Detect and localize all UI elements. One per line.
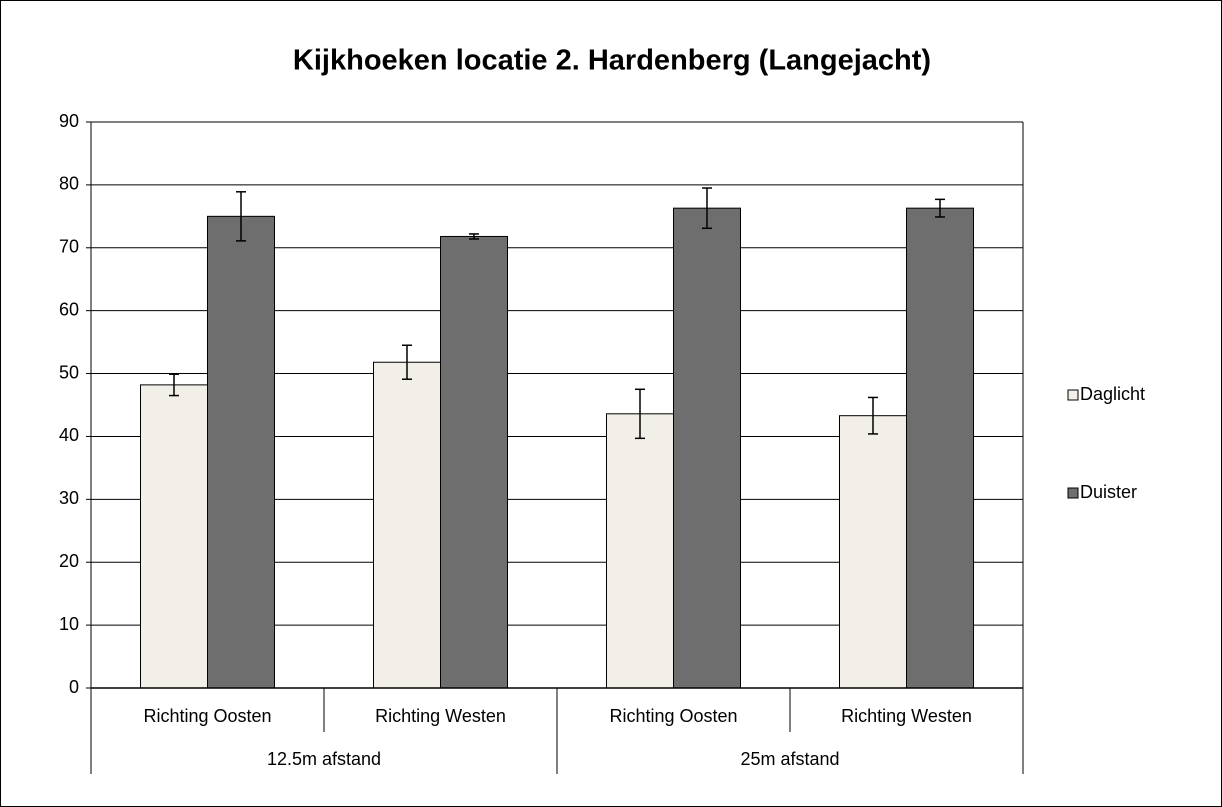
legend-label: Daglicht xyxy=(1080,384,1145,404)
y-tick-label: 10 xyxy=(59,614,79,634)
y-tick-label: 0 xyxy=(69,677,79,697)
y-tick-label: 60 xyxy=(59,299,79,319)
legend-swatch xyxy=(1067,389,1079,401)
y-tick-label: 30 xyxy=(59,488,79,508)
bar xyxy=(140,384,208,689)
bar xyxy=(207,215,275,689)
bar xyxy=(440,235,508,689)
y-tick-label: 70 xyxy=(59,237,79,257)
group-label: 25m afstand xyxy=(740,749,839,769)
x-tick-label: Richting Oosten xyxy=(143,706,271,726)
legend-label: Duister xyxy=(1080,482,1137,502)
legend-swatch xyxy=(1067,487,1079,499)
bar xyxy=(606,413,674,689)
y-tick-label: 80 xyxy=(59,174,79,194)
bar xyxy=(373,361,441,689)
y-tick-label: 50 xyxy=(59,362,79,382)
y-tick-label: 90 xyxy=(59,111,79,131)
chart-title: Kijkhoeken locatie 2. Hardenberg (Langej… xyxy=(293,45,931,77)
y-tick-label: 20 xyxy=(59,551,79,571)
bar xyxy=(673,207,741,689)
y-tick-label: 40 xyxy=(59,425,79,445)
x-tick-label: Richting Westen xyxy=(841,706,972,726)
x-tick-label: Richting Westen xyxy=(375,706,506,726)
bar xyxy=(906,207,974,689)
x-tick-label: Richting Oosten xyxy=(609,706,737,726)
group-label: 12.5m afstand xyxy=(267,749,381,769)
bar xyxy=(839,415,907,689)
